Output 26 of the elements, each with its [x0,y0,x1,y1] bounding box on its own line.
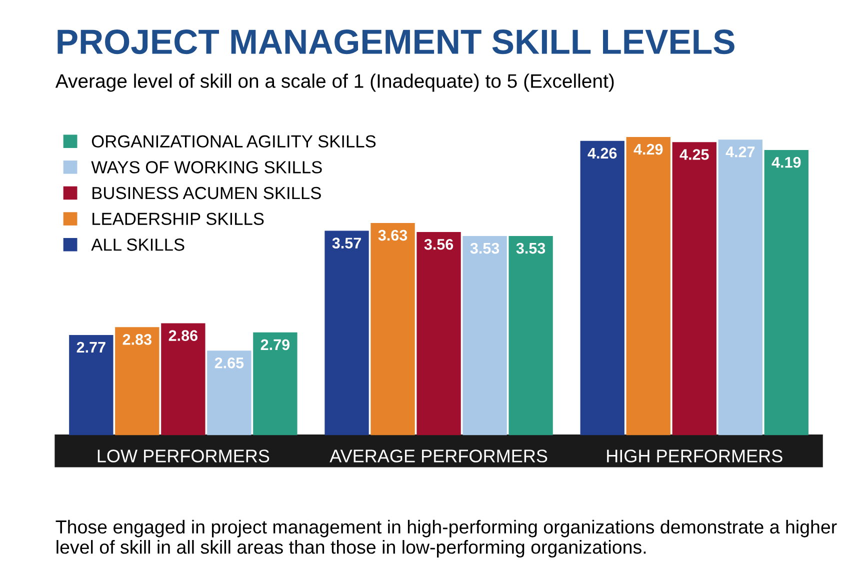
data-label: 3.56 [424,238,454,250]
data-label: 4.29 [634,144,663,155]
legend-label: ORGANIZATIONAL AGILITY SKILLS [92,135,376,148]
data-label: 3.63 [378,230,408,241]
data-label: 4.25 [680,149,709,160]
data-label: 4.26 [588,148,617,159]
legend-label: WAYS OF WORKING SKILLS [91,161,322,174]
data-label: 2.83 [122,334,152,345]
data-label: 4.27 [726,146,755,158]
data-label: 2.79 [260,339,290,350]
data-label: 2.86 [168,330,198,341]
legend-label: BUSINESS ACUMEN SKILLS [92,186,321,200]
x-tick-label: HIGH PERFORMERS [607,450,782,462]
data-label: 3.53 [516,242,546,254]
chart-title: PROJECT MANAGEMENT SKILL LEVELS [58,30,734,54]
legend-label: LEADERSHIP SKILLS [92,212,264,226]
data-label: 4.19 [772,156,801,168]
data-label: 3.53 [470,242,500,254]
data-label: 2.65 [214,358,244,368]
legend-label: ALL SKILLS [91,238,184,251]
text: Those engaged in project management in high-performing organizations demonstrate a higher level of skill in all skill areas than those in low-performing organizations. [56,520,837,558]
data-label: 2.77 [76,342,106,353]
data-label: 3.57 [332,238,361,249]
x-tick-label: AVERAGE PERFORMERS [330,450,548,462]
chart-subtitle: Average level of skill on a scale of 1 (Inadequate) to 5 (Excellent) [55,74,614,92]
x-tick-label: LOW PERFORMERS [98,450,270,462]
